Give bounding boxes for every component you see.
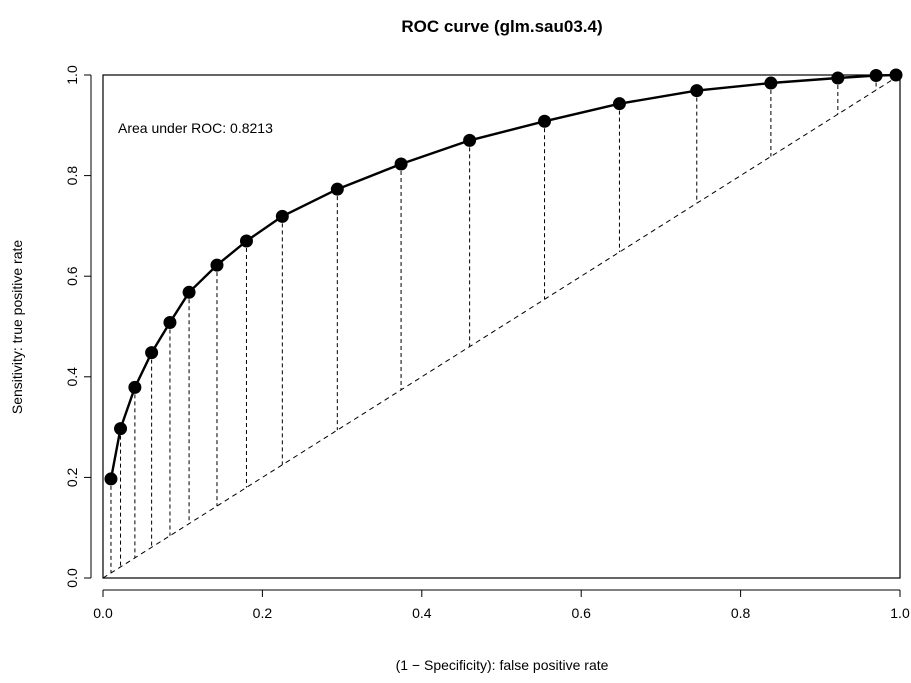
y-tick-label: 0.0 <box>64 568 80 588</box>
x-tick-label: 0.6 <box>571 605 591 621</box>
y-tick-label: 0.4 <box>64 367 80 387</box>
plot-frame <box>102 74 901 579</box>
roc-point <box>330 182 344 196</box>
diagonal-layer <box>102 74 901 579</box>
x-tick-label: 0.2 <box>253 605 273 621</box>
y-tick-label: 0.6 <box>64 266 80 286</box>
x-axis-label: (1 − Specificity): false positive rate <box>396 657 609 673</box>
y-tick-label: 0.8 <box>64 166 80 186</box>
roc-point <box>612 97 626 111</box>
roc-point <box>869 69 883 83</box>
roc-point <box>104 472 118 486</box>
roc-point <box>690 84 704 98</box>
y-tick-label: 0.2 <box>64 467 80 487</box>
auc-annotation: Area under ROC: 0.8213 <box>118 120 273 136</box>
roc-point <box>145 346 159 360</box>
roc-point <box>831 71 845 85</box>
roc-point <box>394 157 408 171</box>
roc-point <box>128 380 142 394</box>
x-tick-label: 0.8 <box>731 605 751 621</box>
y-tick-label: 1.0 <box>64 65 80 85</box>
roc-point <box>889 68 903 82</box>
roc-point <box>764 76 778 90</box>
roc-point <box>463 133 477 147</box>
roc-point <box>114 422 128 436</box>
roc-point <box>163 315 177 329</box>
y-axis-label: Sensitivity: true positive rate <box>9 240 25 415</box>
roc-point <box>182 285 196 299</box>
roc-point <box>538 114 552 128</box>
roc-point <box>210 258 224 272</box>
x-tick-label: 1.0 <box>890 605 910 621</box>
x-tick-label: 0.0 <box>93 605 113 621</box>
roc-point <box>275 209 289 223</box>
roc-point <box>239 234 253 248</box>
diagonal-reference-line <box>102 74 901 579</box>
y-axis: 0.0 0.2 0.4 0.6 0.8 1.0 <box>64 65 92 588</box>
chart-title: ROC curve (glm.sau03.4) <box>401 17 602 36</box>
x-axis: 0.0 0.2 0.4 0.6 0.8 1.0 <box>93 589 910 621</box>
drop-lines <box>110 75 897 573</box>
points-layer <box>104 68 903 486</box>
x-tick-label: 0.4 <box>412 605 432 621</box>
